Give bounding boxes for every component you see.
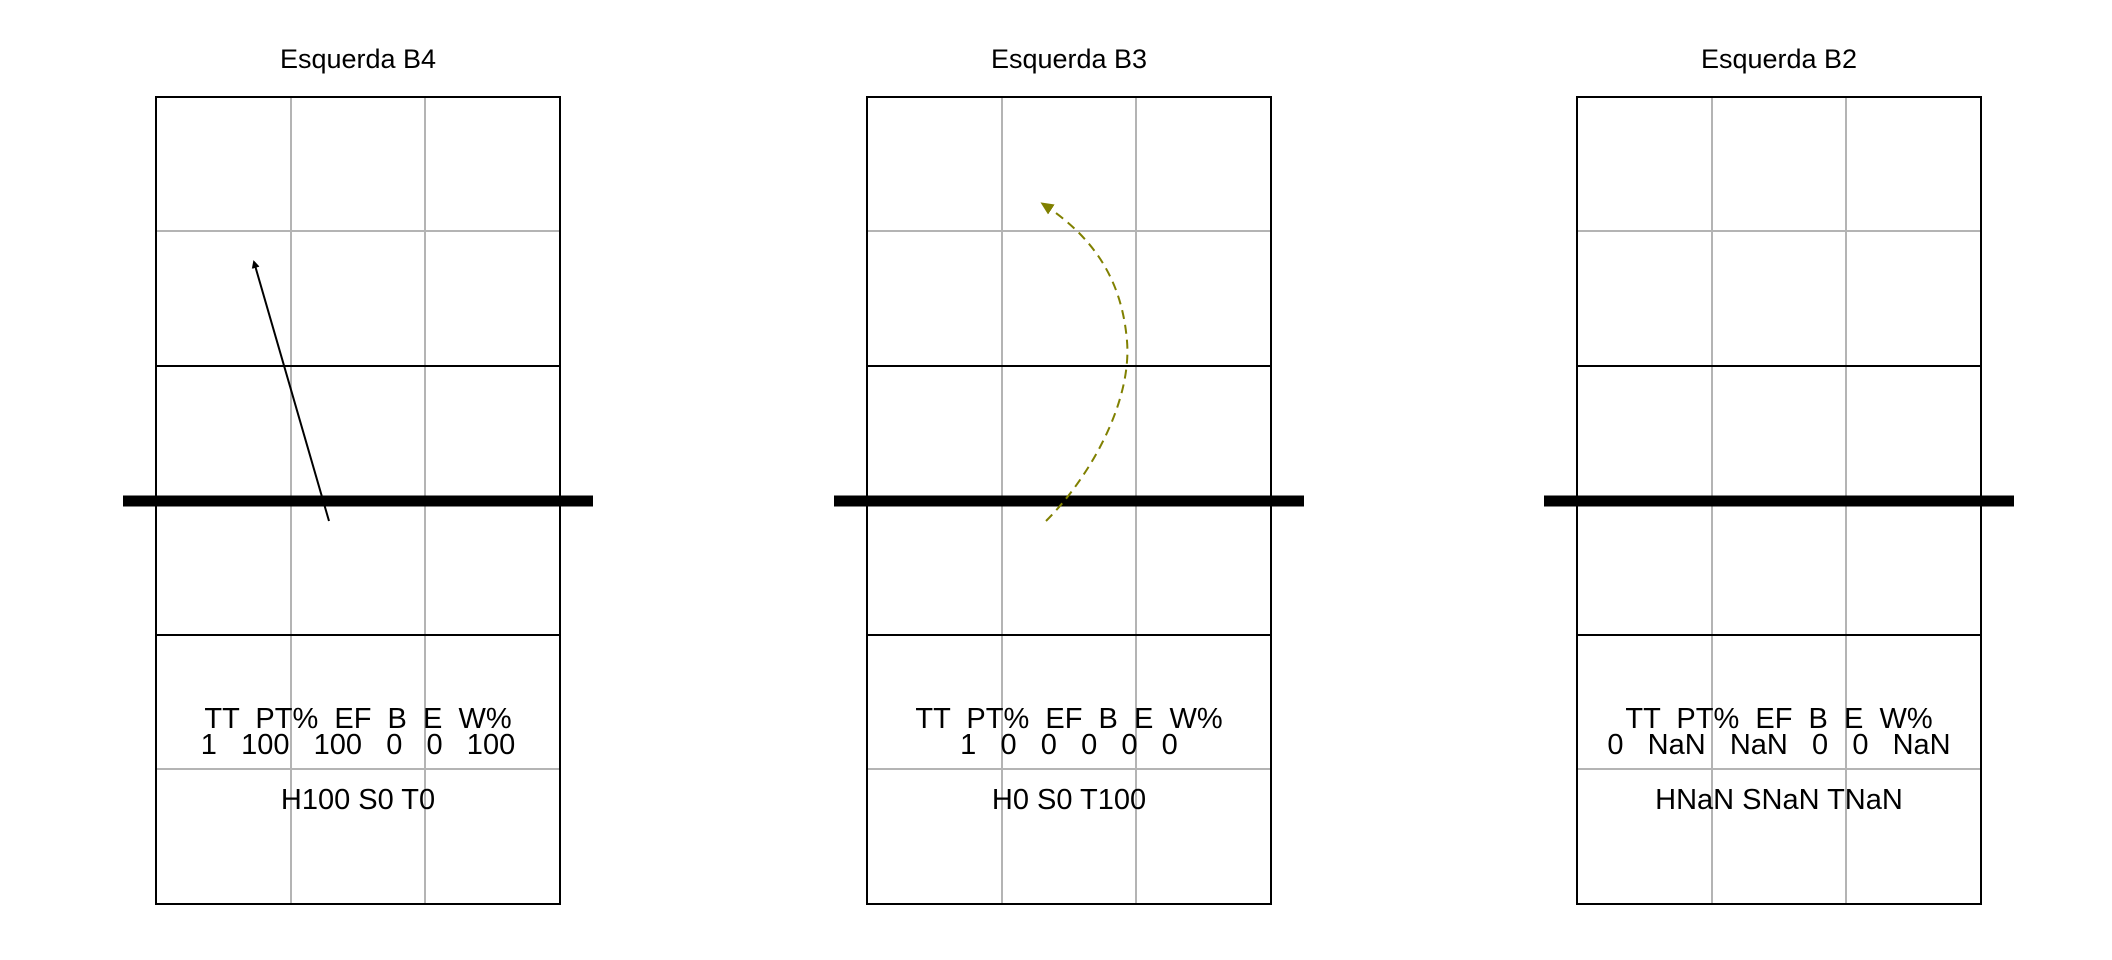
stats-values: 0 NaN NaN 0 0 NaN <box>1607 729 1950 761</box>
court-panel-b3: Esquerda B3 TT PT% EF B E W% 1 0 0 0 0 0… <box>834 44 1304 905</box>
stats-values: 1 100 100 0 0 100 <box>201 729 515 761</box>
stats-header: TT PT% EF B E W% <box>1625 703 1932 735</box>
summary-text: H0 S0 T100 <box>992 784 1146 816</box>
summary-text: HNaN SNaN TNaN <box>1655 784 1903 816</box>
attack-arrow <box>1040 202 1129 522</box>
stats-header: TT PT% EF B E W% <box>204 703 511 735</box>
panel-title: Esquerda B2 <box>1701 44 1857 74</box>
panel-title: Esquerda B4 <box>280 44 436 74</box>
court-panel-b2: Esquerda B2 TT PT% EF B E W% 0 NaN NaN 0… <box>1544 44 2014 905</box>
court-panel-b4: Esquerda B4 TT PT% EF B E W% 1 100 100 0… <box>123 44 593 905</box>
panel-title: Esquerda B3 <box>991 44 1147 74</box>
attack-arrow <box>251 260 330 522</box>
stats-header: TT PT% EF B E W% <box>915 703 1222 735</box>
summary-text: H100 S0 T0 <box>281 784 435 816</box>
stats-values: 1 0 0 0 0 0 <box>960 729 1178 761</box>
